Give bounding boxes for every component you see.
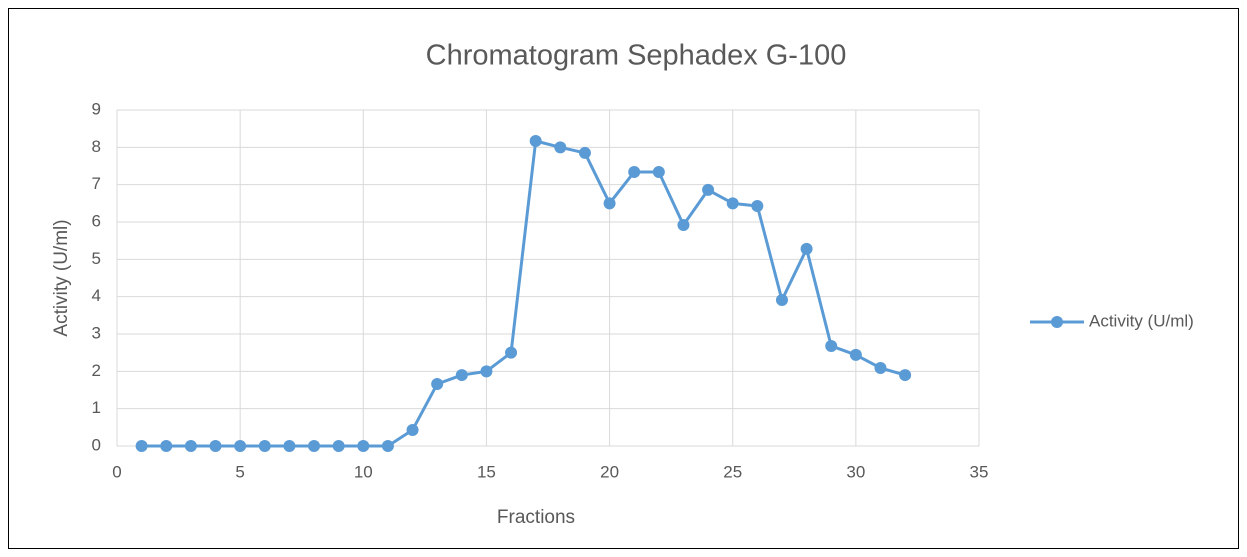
x-tick-label: 20 (600, 462, 619, 481)
data-point (283, 440, 296, 452)
y-tick-label: 9 (92, 99, 101, 118)
y-tick-label: 8 (92, 137, 101, 156)
y-tick-label: 2 (92, 361, 101, 380)
data-point (529, 134, 542, 147)
data-point (578, 146, 591, 159)
y-tick-label: 0 (92, 435, 101, 454)
x-tick-label: 10 (354, 462, 373, 481)
data-point (775, 294, 788, 307)
data-point (135, 440, 148, 452)
data-point (184, 440, 197, 452)
x-tick-label: 30 (846, 462, 865, 481)
data-point (554, 141, 567, 154)
data-point (209, 440, 222, 452)
data-point (308, 440, 321, 452)
data-point (702, 183, 715, 196)
data-point (455, 369, 468, 382)
x-tick-label: 0 (112, 462, 121, 481)
y-tick-label: 7 (92, 174, 101, 193)
data-point (357, 440, 370, 452)
chart-border (8, 8, 1239, 549)
data-point (258, 440, 271, 452)
y-axis-label: Activity (U/ml) (51, 219, 72, 336)
data-point (431, 378, 444, 391)
y-tick-label: 5 (92, 249, 101, 268)
data-point (603, 197, 616, 210)
data-point (874, 361, 887, 374)
data-point (825, 339, 838, 352)
x-tick-label: 15 (477, 462, 496, 481)
y-tick-label: 6 (92, 211, 101, 230)
data-point (800, 242, 813, 255)
data-point (652, 165, 665, 178)
data-point (677, 218, 690, 231)
x-tick-label: 5 (235, 462, 244, 481)
y-tick-label: 4 (92, 286, 101, 305)
x-tick-label: 35 (970, 462, 989, 481)
data-point (505, 346, 518, 359)
y-tick-label: 1 (92, 398, 101, 417)
data-point (332, 440, 345, 452)
data-point (726, 197, 739, 210)
chart-title: Chromatogram Sephadex G-100 (426, 40, 847, 72)
data-point (234, 440, 247, 452)
data-point (406, 423, 419, 436)
data-point (381, 440, 394, 452)
legend-label: Activity (U/ml) (1089, 311, 1194, 330)
data-point (849, 348, 862, 361)
x-tick-label: 25 (723, 462, 742, 481)
data-point (480, 365, 493, 378)
legend-marker (1051, 316, 1063, 328)
data-point (160, 440, 173, 452)
x-axis-label: Fractions (497, 507, 575, 528)
data-point (751, 199, 764, 212)
data-point (899, 369, 912, 382)
y-tick-label: 3 (92, 323, 101, 342)
data-point (628, 165, 641, 178)
